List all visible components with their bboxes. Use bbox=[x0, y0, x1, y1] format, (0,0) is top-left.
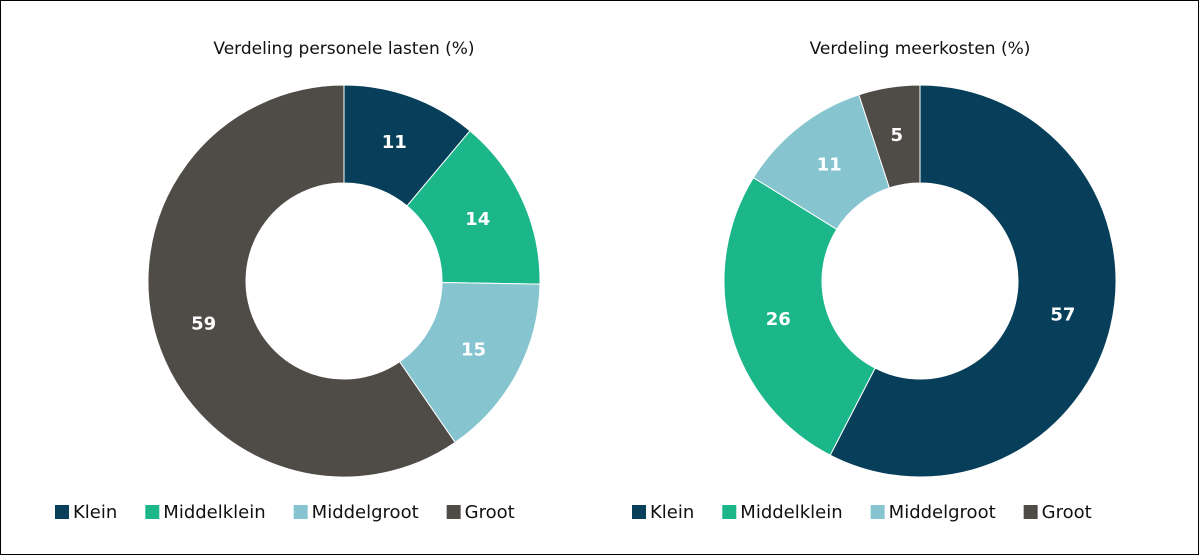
legend-label: Middelgroot bbox=[889, 502, 996, 523]
legend-label: Middelgroot bbox=[312, 502, 419, 523]
legend-label: Middelklein bbox=[163, 502, 265, 523]
data-label: 26 bbox=[766, 309, 791, 330]
legend-swatch bbox=[632, 505, 646, 519]
donut-segment bbox=[723, 176, 876, 456]
data-label: 15 bbox=[461, 339, 486, 360]
donut-segment bbox=[858, 84, 921, 189]
legend-label: Klein bbox=[73, 502, 117, 523]
legend-label: Klein bbox=[650, 502, 694, 523]
data-label: 5 bbox=[891, 125, 904, 146]
data-label: 57 bbox=[1050, 305, 1075, 326]
donut-segment bbox=[147, 84, 456, 478]
legend-swatch bbox=[870, 505, 885, 519]
data-label: 14 bbox=[465, 209, 490, 230]
legend-label: Middelklein bbox=[740, 502, 842, 523]
legend-swatch bbox=[293, 505, 308, 519]
donut-segment bbox=[829, 84, 1117, 478]
legend-label: Groot bbox=[465, 502, 515, 523]
legend-swatch bbox=[145, 505, 160, 519]
data-label: 11 bbox=[817, 154, 842, 175]
chart-title: Verdeling personele lasten (%) bbox=[213, 39, 474, 59]
chart-title: Verdeling meerkosten (%) bbox=[810, 39, 1031, 59]
data-label: 59 bbox=[191, 314, 216, 335]
legend-label: Groot bbox=[1042, 502, 1092, 523]
legend-swatch bbox=[446, 505, 461, 519]
legend-swatch bbox=[722, 505, 737, 519]
legend-swatch bbox=[55, 505, 69, 519]
legend-swatch bbox=[1023, 505, 1038, 519]
data-label: 11 bbox=[382, 132, 407, 153]
